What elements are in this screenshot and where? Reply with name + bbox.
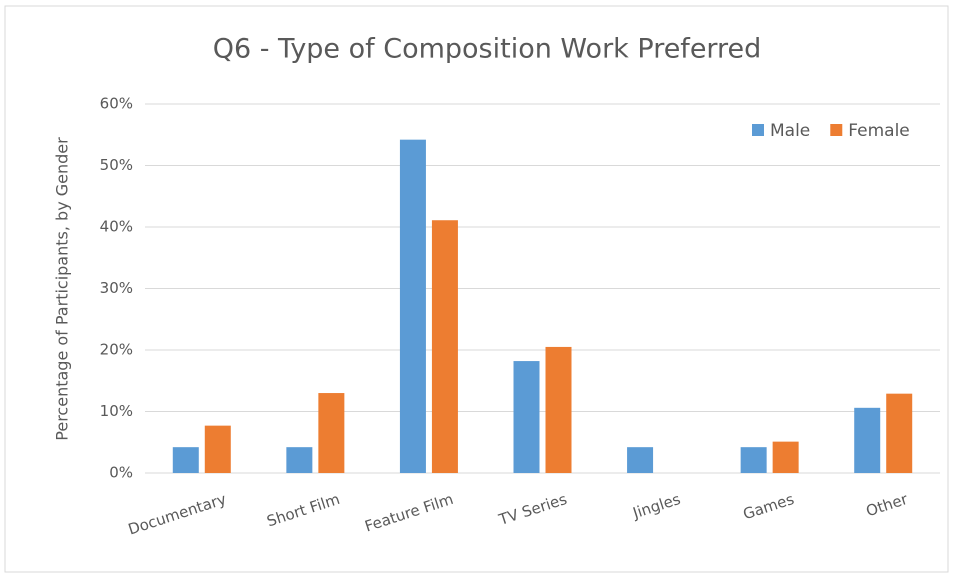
legend-swatch — [830, 124, 843, 136]
y-tick-label: 60% — [100, 95, 133, 113]
bar — [172, 447, 199, 473]
y-tick-label: 0% — [109, 464, 133, 482]
y-tick-label: 20% — [100, 341, 133, 359]
y-tick-label: 50% — [100, 156, 133, 174]
y-tick-label: 40% — [100, 218, 133, 236]
bar — [886, 393, 913, 473]
legend-label: Female — [848, 121, 909, 141]
bar — [854, 407, 881, 473]
y-tick-label: 30% — [100, 279, 133, 297]
bar — [204, 425, 231, 473]
bar — [431, 220, 458, 473]
bar — [513, 361, 540, 473]
y-axis-label: Percentage of Participants, by Gender — [53, 137, 72, 441]
legend-swatch — [752, 124, 764, 136]
bar — [399, 139, 426, 474]
bar — [318, 393, 345, 473]
bar — [772, 441, 799, 473]
chart-title: Q6 - Type of Composition Work Preferred — [213, 34, 762, 65]
bar — [286, 447, 313, 473]
legend-label: Male — [770, 121, 810, 141]
y-tick-label: 10% — [100, 402, 133, 420]
bar — [740, 447, 767, 473]
bar — [627, 447, 654, 473]
bar — [545, 346, 572, 473]
